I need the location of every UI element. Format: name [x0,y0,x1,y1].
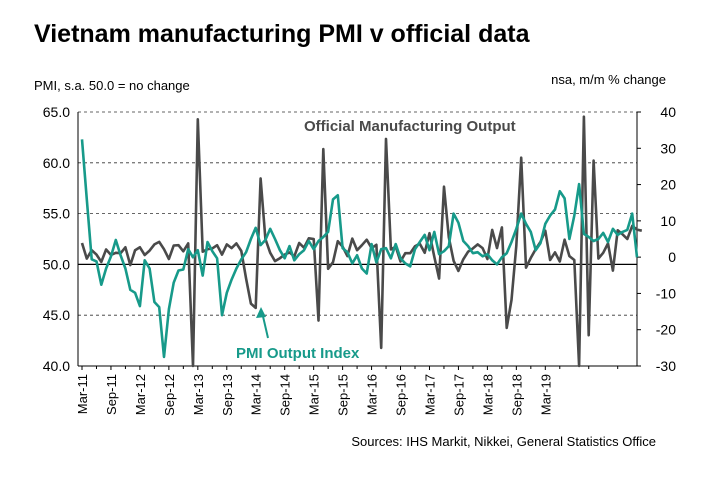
x-tick-label: Mar-17 [422,374,437,415]
right-tick-label: -10 [656,285,676,301]
right-tick-label: -30 [656,358,676,374]
pmi-arrow-head [256,307,266,318]
left-tick-label: 50.0 [43,256,70,272]
x-tick-label: Sep-11 [104,374,119,415]
x-tick-label: Mar-15 [307,374,322,415]
right-tick-label: 30 [660,140,676,156]
left-tick-label: 40.0 [43,358,70,374]
annotation-layer: Official Manufacturing Output PMI Output … [236,118,516,362]
x-tick-label: Sep-13 [220,374,235,416]
x-tick-label: Mar-18 [480,374,495,415]
grid-layer [78,111,637,316]
pmi-output-line [80,139,639,359]
left-tick-label: 60.0 [43,155,70,171]
source-note: Sources: IHS Markit, Nikkei, General Sta… [351,434,656,449]
official-output-line [80,115,643,368]
right-axis-label: nsa, m/m % change [551,72,666,87]
x-tick-label: Mar-14 [249,374,264,415]
right-tick-label: 10 [660,213,676,229]
x-tick-label: Sep-14 [278,374,293,416]
left-tick-label: 65.0 [43,104,70,120]
x-tick-label: Mar-19 [538,374,553,415]
right-tick-label: 0 [668,249,676,265]
official-output-annotation: Official Manufacturing Output [304,118,516,135]
x-tick-label: Sep-18 [509,374,524,416]
x-tick-label: Sep-15 [336,374,351,416]
left-tick-label: 45.0 [43,307,70,323]
left-axis-label: PMI, s.a. 50.0 = no change [34,78,190,93]
axis-layer: 40.0 45.0 50.0 55.0 60.0 65.0 -30 -20 -10 0 10 20 30… [43,104,676,416]
right-tick-label: 20 [660,177,676,193]
right-tick-label: 40 [660,104,676,120]
x-tick-label: Sep-16 [394,374,409,416]
x-tick-label: Mar-11 [75,374,90,414]
x-tick-label: Sep-17 [451,374,466,416]
right-tick-label: -20 [656,322,676,338]
x-tick-label: Mar-16 [365,374,380,415]
pmi-output-annotation: PMI Output Index [236,345,360,362]
chart-title: Vietnam manufacturing PMI v official dat… [34,20,530,48]
series-layer [80,115,643,368]
left-tick-label: 55.0 [43,206,70,222]
x-tick-label: Mar-13 [191,374,206,415]
x-tick-label: Sep-12 [162,374,177,416]
x-tick-label: Mar-12 [133,374,148,415]
